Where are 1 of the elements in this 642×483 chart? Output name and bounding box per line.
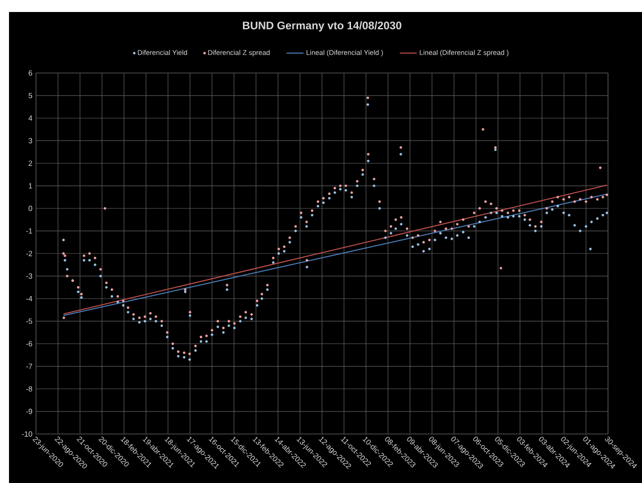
chart-title: BUND Germany vto 14/08/2030: [242, 21, 402, 32]
